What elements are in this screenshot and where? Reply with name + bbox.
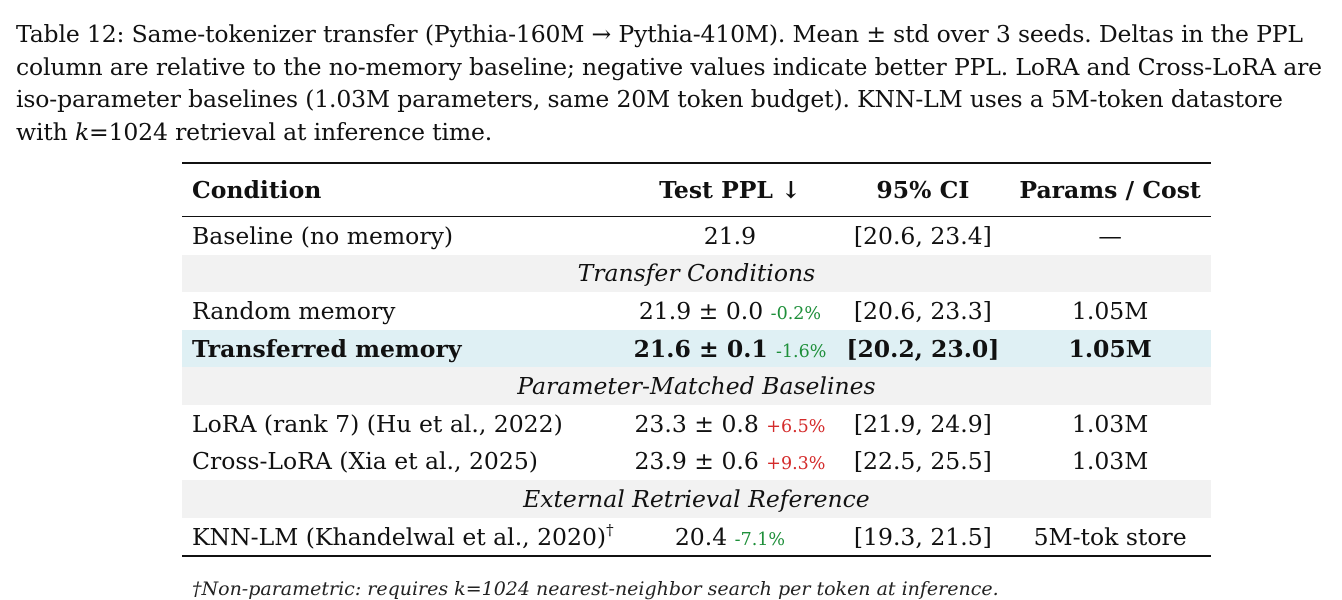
table-caption: Table 12: Same-tokenizer transfer (Pythi… [16, 18, 1332, 148]
cell-ppl: 21.6 ± 0.1 -1.6% [623, 329, 837, 368]
delta-value: -1.6% [775, 341, 827, 362]
cell-condition: Cross-LoRA (Xia et al., 2025) [192, 447, 538, 476]
ppl-value: 20.4 [674, 522, 728, 551]
condition-text: KNN-LM (Khandelwal et al., 2020) [192, 522, 607, 551]
table-row-baseline: Baseline (no memory) 21.9 [20.6, 23.4] — [182, 217, 1211, 255]
cell-params: 1.05M [1071, 296, 1149, 325]
cell-ci: [21.9, 24.9] [853, 409, 992, 438]
cell-condition: Baseline (no memory) [192, 221, 454, 250]
delta-value: -0.2% [770, 303, 822, 324]
cell-params: 5M-tok store [1009, 517, 1211, 558]
header-test-ppl: Test PPL ↓ [623, 163, 837, 217]
delta-value: -7.1% [734, 529, 786, 550]
header-params: Params / Cost [1009, 163, 1211, 217]
cell-condition: Random memory [192, 296, 396, 325]
cell-ci: [20.6, 23.3] [853, 296, 992, 325]
cell-ci: [20.2, 23.0] [836, 329, 1010, 368]
section-label: Transfer Conditions [182, 254, 1211, 293]
header-ci: 95% CI [836, 163, 1010, 217]
cell-ci: [20.6, 23.4] [853, 221, 992, 250]
results-table: Condition Test PPL ↓ 95% CI Params / Cos… [182, 162, 1211, 558]
cell-condition: KNN-LM (Khandelwal et al., 2020)† [182, 517, 624, 558]
section-row-external: External Retrieval Reference [182, 480, 1211, 518]
cell-ppl: 23.3 ± 0.8 +6.5% [624, 405, 837, 443]
table-row-lora: LoRA (rank 7) (Hu et al., 2022) 23.3 ± 0… [182, 405, 1211, 443]
table-footnote: †Non-parametric: requires k=1024 nearest… [192, 578, 999, 600]
ppl-value: 21.9 ± 0.0 [638, 296, 764, 325]
table-row-knn: KNN-LM (Khandelwal et al., 2020)† 20.4 -… [182, 517, 1211, 558]
delta-value: +6.5% [766, 416, 826, 437]
cell-params: 1.05M [1009, 329, 1211, 368]
ppl-value: 23.3 ± 0.8 [634, 409, 759, 438]
caption-text: Same-tokenizer transfer (Pythia-160M → P… [16, 20, 1322, 146]
dagger-mark: † [606, 520, 614, 539]
section-row-transfer: Transfer Conditions [182, 254, 1211, 293]
table-row-transferred: Transferred memory 21.6 ± 0.1 -1.6% [20.… [182, 329, 1211, 368]
caption-k: k [74, 117, 90, 146]
cell-params: 1.03M [1071, 447, 1149, 476]
header-condition: Condition [182, 163, 624, 217]
section-label: External Retrieval Reference [182, 480, 1211, 518]
section-label: Parameter-Matched Baselines [182, 367, 1211, 405]
caption-tail: =1024 retrieval at inference time. [89, 117, 493, 146]
cell-params: — [1098, 221, 1122, 250]
cell-ppl: 23.9 ± 0.6 +9.3% [624, 443, 837, 481]
cell-ppl: 20.4 -7.1% [623, 517, 837, 558]
cell-params: 1.03M [1071, 409, 1149, 438]
cell-condition: LoRA (rank 7) (Hu et al., 2022) [192, 409, 563, 438]
delta-value: +9.3% [766, 454, 826, 475]
cell-ppl: 21.9 [703, 221, 757, 250]
caption-label: Table 12: [16, 20, 125, 48]
ppl-value: 21.6 ± 0.1 [633, 334, 768, 363]
cell-ppl: 21.9 ± 0.0 -0.2% [624, 292, 837, 330]
ppl-value: 23.9 ± 0.6 [634, 447, 759, 476]
table-header-row: Condition Test PPL ↓ 95% CI Params / Cos… [182, 163, 1211, 217]
cell-condition: Transferred memory [182, 329, 624, 368]
cell-ci: [19.3, 21.5] [836, 517, 1010, 558]
section-row-param-matched: Parameter-Matched Baselines [182, 367, 1211, 405]
table-row-random: Random memory 21.9 ± 0.0 -0.2% [20.6, 23… [182, 292, 1211, 330]
table-row-cross-lora: Cross-LoRA (Xia et al., 2025) 23.9 ± 0.6… [182, 443, 1211, 481]
cell-ci: [22.5, 25.5] [853, 447, 992, 476]
